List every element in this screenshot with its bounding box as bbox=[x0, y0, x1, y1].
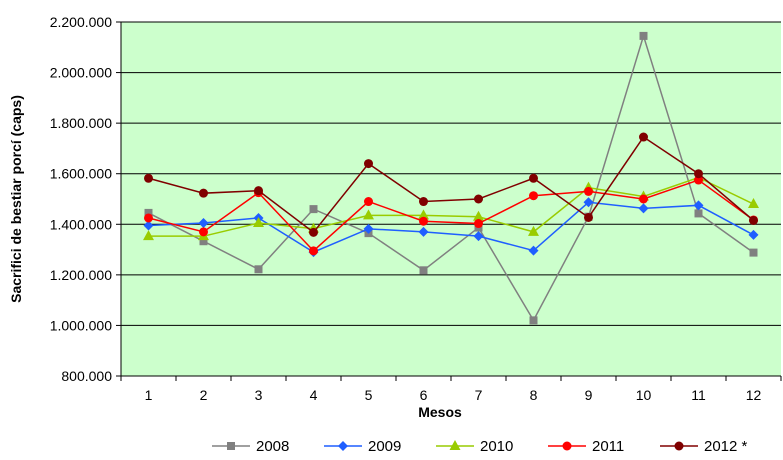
legend-label: 2011 bbox=[592, 438, 624, 455]
data-point bbox=[144, 174, 153, 183]
data-point bbox=[364, 159, 373, 168]
data-point bbox=[419, 197, 428, 206]
x-tick-label: 9 bbox=[585, 387, 593, 403]
y-tick-label: 1.000.000 bbox=[50, 317, 112, 333]
legend-item-2010: 2010 bbox=[436, 438, 513, 455]
legend-item-2009: 2009 bbox=[324, 438, 401, 455]
data-point bbox=[199, 227, 208, 236]
plot-area bbox=[121, 22, 781, 376]
x-tick-label: 12 bbox=[746, 387, 762, 403]
data-point bbox=[419, 217, 428, 226]
legend-marker bbox=[338, 441, 348, 451]
legend-label: 2012 * bbox=[704, 438, 748, 455]
x-tick-label: 6 bbox=[420, 387, 428, 403]
data-point bbox=[584, 187, 593, 196]
data-point bbox=[639, 133, 648, 142]
y-tick-label: 2.000.000 bbox=[50, 65, 112, 81]
legend-label: 2009 bbox=[368, 438, 401, 455]
y-tick-label: 800.000 bbox=[61, 368, 112, 384]
x-tick-label: 10 bbox=[636, 387, 652, 403]
x-tick-label: 7 bbox=[475, 387, 483, 403]
x-tick-label: 1 bbox=[145, 387, 153, 403]
data-point bbox=[530, 316, 538, 324]
legend-label: 2008 bbox=[256, 438, 289, 455]
data-point bbox=[309, 246, 318, 255]
data-point bbox=[529, 191, 538, 200]
data-point bbox=[474, 195, 483, 204]
data-point bbox=[749, 216, 758, 225]
legend-label: 2010 bbox=[480, 438, 513, 455]
data-point bbox=[199, 189, 208, 198]
y-tick-label: 1.400.000 bbox=[50, 216, 112, 232]
x-tick-label: 11 bbox=[691, 387, 706, 403]
data-point bbox=[144, 213, 153, 222]
y-tick-label: 1.800.000 bbox=[50, 115, 112, 131]
y-tick-label: 1.200.000 bbox=[50, 267, 112, 283]
data-point bbox=[420, 266, 428, 274]
data-point bbox=[474, 219, 483, 228]
data-point bbox=[750, 249, 758, 257]
x-tick-label: 5 bbox=[365, 387, 373, 403]
data-point bbox=[694, 169, 703, 178]
legend-marker bbox=[675, 442, 684, 451]
legend-marker bbox=[450, 440, 461, 450]
legend: 2008 2009 2010 2011 2012 * bbox=[212, 438, 748, 455]
legend-marker bbox=[227, 442, 235, 450]
legend-item-2011: 2011 bbox=[548, 438, 624, 455]
data-point bbox=[309, 228, 318, 237]
x-axis: 1 2 3 4 5 6 7 8 9 10 11 12 bbox=[121, 376, 781, 403]
legend-item-2012: 2012 * bbox=[660, 438, 748, 455]
data-point bbox=[529, 174, 538, 183]
data-point bbox=[255, 265, 263, 273]
y-axis-title: Sacrifici de bestiar porcí (caps) bbox=[8, 95, 24, 303]
legend-marker bbox=[563, 442, 572, 451]
legend-item-2008: 2008 bbox=[212, 438, 289, 455]
data-point bbox=[640, 32, 648, 40]
data-point bbox=[639, 195, 648, 204]
data-point bbox=[310, 205, 318, 213]
y-tick-label: 2.200.000 bbox=[50, 14, 112, 30]
data-point bbox=[364, 197, 373, 206]
y-tick-label: 1.600.000 bbox=[50, 166, 112, 182]
data-point bbox=[254, 186, 263, 195]
x-tick-label: 2 bbox=[200, 387, 208, 403]
data-point bbox=[584, 213, 593, 222]
x-tick-label: 3 bbox=[255, 387, 263, 403]
data-point bbox=[695, 209, 703, 217]
x-axis-title: Mesos bbox=[418, 404, 462, 420]
y-axis: 800.000 1.000.000 1.200.000 1.400.000 1.600.… bbox=[50, 14, 121, 384]
x-tick-label: 4 bbox=[310, 387, 318, 403]
x-tick-label: 8 bbox=[530, 387, 538, 403]
